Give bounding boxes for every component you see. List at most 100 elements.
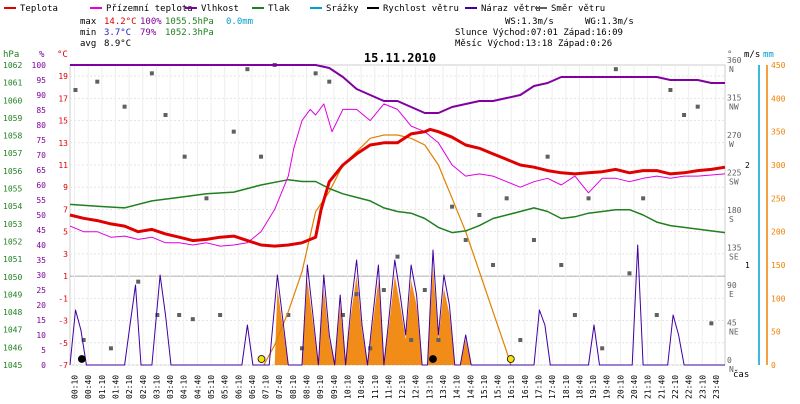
tick-label-hpa: 1059	[3, 114, 22, 123]
tick-label-x: 00:10	[71, 375, 80, 399]
tick-label-sun: 50	[771, 328, 781, 337]
info-sun: Slunce Východ:07:01 Západ:16:09	[455, 28, 623, 38]
tick-label-x: 19:40	[603, 375, 612, 399]
tick-label-x: 02:40	[139, 375, 148, 399]
tick-label-x: 17:40	[548, 375, 557, 399]
wind-direction-point	[586, 196, 591, 201]
tick-label-temp: -3	[58, 317, 68, 326]
unit-time: čas	[733, 369, 749, 380]
wind-direction-point	[463, 238, 468, 242]
tick-label-x: 23:10	[698, 375, 707, 399]
tick-label-x: 18:40	[575, 375, 584, 399]
moonrise-marker	[429, 355, 437, 363]
wind-direction-point	[368, 346, 373, 351]
tick-label-pct: 25	[36, 286, 46, 295]
tick-label-hpa: 1055	[3, 185, 22, 194]
unit-deg: °	[727, 50, 732, 60]
tick-label-sun: 350	[771, 128, 786, 137]
stats-avg-label: avg	[80, 39, 96, 49]
wind-direction-point	[518, 338, 523, 342]
tick-label-dir: 225	[727, 169, 742, 178]
tick-label-pct: 5	[41, 346, 46, 355]
legend-label: Směr větru	[551, 4, 605, 14]
tick-label-dir: 180	[727, 206, 742, 215]
tick-label-x: 09:40	[330, 375, 339, 399]
series-line-slune-n-svit	[263, 134, 512, 366]
tick-label-sun: 450	[771, 61, 786, 70]
tick-label-temp: 9	[63, 183, 68, 192]
wind-direction-point	[231, 129, 236, 134]
tick-label-x: 03:10	[152, 375, 161, 399]
moonset-marker	[77, 355, 86, 363]
stats-avg-temp: 8.9°C	[104, 39, 131, 49]
tick-label-dir-name: NW	[729, 103, 739, 112]
tick-label-x: 04:40	[193, 375, 202, 399]
tick-label-hpa: 1056	[3, 167, 22, 176]
tick-label-pct: 55	[36, 196, 46, 205]
tick-label-dir: 360	[727, 56, 742, 65]
unit-pct: %	[39, 50, 45, 60]
tick-label-dir-name: W	[729, 140, 734, 149]
stats-min-hum: 79%	[140, 28, 157, 38]
tick-label-dir: 90	[727, 281, 737, 290]
tick-label-sun: 200	[771, 228, 786, 237]
tick-label-dir-name: SW	[729, 178, 739, 187]
wind-direction-point	[436, 338, 441, 342]
unit-mm: mm	[763, 50, 774, 60]
tick-label-sun: 250	[771, 194, 786, 203]
wind-direction-point	[313, 71, 318, 76]
stats-min-label: min	[80, 28, 96, 38]
legend-label: Vlhkost	[201, 4, 239, 14]
tick-label-temp: 13	[58, 139, 68, 148]
tick-label-temp: 15	[58, 117, 68, 126]
axis-unit-headers: hPa % °C ° m/s mm čas	[3, 50, 774, 380]
stats-max-temp: 14.2°C	[104, 17, 137, 27]
tick-label-x: 12:10	[398, 375, 407, 399]
wind-direction-point	[73, 88, 78, 92]
wind-direction-point	[299, 346, 304, 351]
legend-label: Srážky	[326, 4, 359, 14]
tick-label-x: 11:40	[384, 375, 393, 399]
tick-label-hpa: 1061	[3, 79, 22, 88]
tick-label-ms: 1	[745, 261, 750, 270]
tick-label-x: 06:10	[234, 375, 243, 399]
tick-label-dir-name: NE	[729, 328, 739, 337]
tick-label-pct: 70	[36, 151, 46, 160]
stats-max-hum: 100%	[140, 17, 162, 27]
tick-label-x: 19:10	[589, 375, 598, 399]
tick-label-hpa: 1048	[3, 308, 22, 317]
tick-label-x: 22:40	[685, 375, 694, 399]
wind-direction-point	[491, 263, 496, 267]
wind-direction-point	[204, 196, 209, 201]
wind-direction-point	[340, 313, 345, 317]
tick-label-hpa: 1060	[3, 96, 22, 105]
wind-direction-point	[381, 288, 386, 292]
tick-label-x: 20:10	[616, 375, 625, 399]
wind-direction-point	[190, 317, 195, 322]
tick-label-pct: 65	[36, 166, 46, 175]
tick-label-hpa: 1051	[3, 255, 22, 264]
wind-direction-point	[218, 313, 223, 317]
tick-label-pct: 90	[36, 91, 46, 100]
wind-direction-point	[122, 104, 127, 109]
tick-label-dir: 315	[727, 94, 742, 103]
legend-label: Rychlost větru	[383, 4, 459, 14]
tick-label-pct: 45	[36, 226, 46, 235]
tick-label-pct: 20	[36, 301, 46, 310]
wind-direction-point	[155, 313, 160, 317]
tick-label-temp: 19	[58, 72, 68, 81]
unit-degc: °C	[57, 50, 68, 60]
tick-label-x: 20:40	[630, 375, 639, 399]
tick-label-pct: 85	[36, 106, 46, 115]
tick-label-hpa: 1050	[3, 273, 22, 282]
tick-label-sun: 150	[771, 261, 786, 270]
tick-label-x: 21:40	[657, 375, 666, 399]
tick-label-x: 16:10	[507, 375, 516, 399]
wind-direction-point	[531, 238, 536, 242]
tick-label-ms: 2	[745, 161, 750, 170]
tick-label-temp: 1	[63, 272, 68, 281]
tick-label-hpa: 1057	[3, 149, 22, 158]
stats-max-rain: 0.0mm	[226, 17, 253, 27]
tick-label-dir-name: SE	[729, 253, 739, 262]
